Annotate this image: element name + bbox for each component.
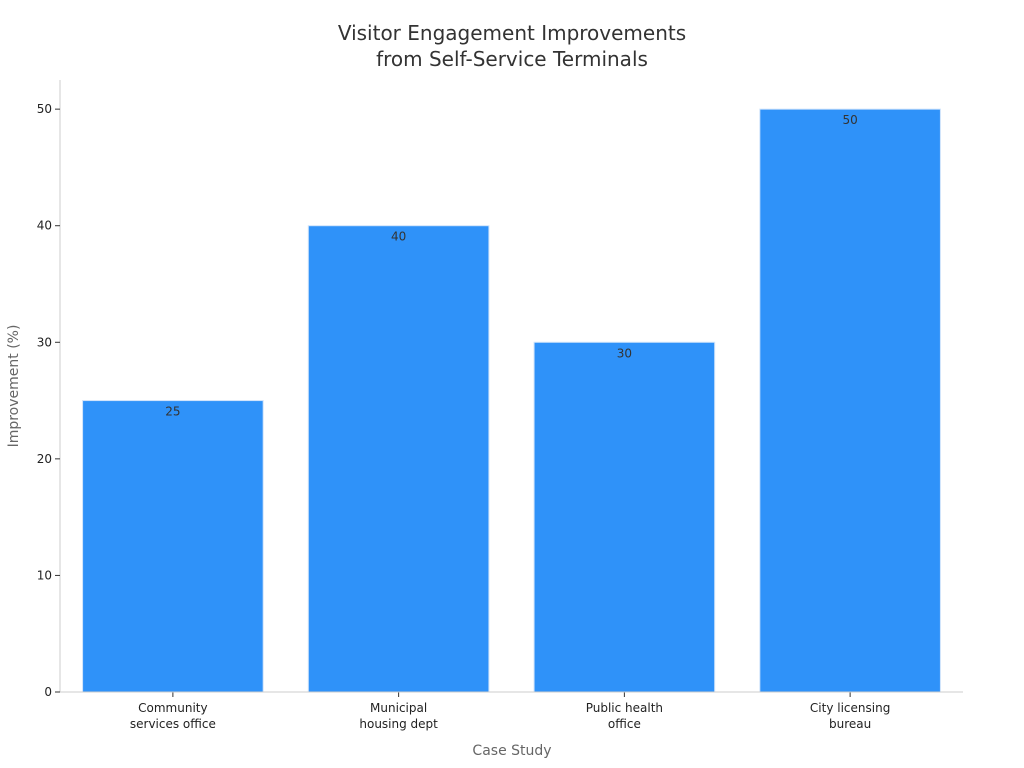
y-tick-label: 10: [37, 568, 52, 582]
x-tick-label: Community: [138, 701, 207, 715]
chart-title-line-2: from Self-Service Terminals: [376, 47, 648, 71]
y-axis-label: Improvement (%): [6, 325, 22, 448]
x-tick-label: bureau: [829, 717, 871, 731]
axes-group: Community services office Municipal housing…: [37, 80, 963, 731]
data-label: 50: [842, 113, 857, 127]
x-axis-label: Case Study: [472, 743, 551, 759]
x-tick-label: office: [608, 717, 641, 731]
bar: [307, 225, 490, 693]
y-tick-label: 40: [37, 219, 52, 233]
chart-title-line-1: Visitor Engagement Improvements: [338, 21, 686, 45]
data-label: 30: [617, 346, 632, 360]
x-tick-label: Municipal: [370, 701, 427, 715]
x-tick-label: services office: [130, 717, 216, 731]
bar: [759, 108, 941, 693]
y-tick-label: 0: [44, 685, 52, 699]
data-label: 40: [391, 230, 406, 244]
y-tick-label: 30: [37, 335, 52, 349]
bars-group: 25 40 30 50: [82, 108, 941, 693]
bar: [533, 341, 716, 693]
data-label: 25: [165, 405, 180, 419]
bar: [82, 400, 264, 693]
y-tick-label: 50: [37, 102, 52, 116]
y-tick-label: 20: [37, 452, 52, 466]
x-tick-label: Public health: [586, 701, 663, 715]
x-tick-label: housing dept: [359, 717, 438, 731]
x-tick-label: City licensing: [810, 701, 890, 715]
